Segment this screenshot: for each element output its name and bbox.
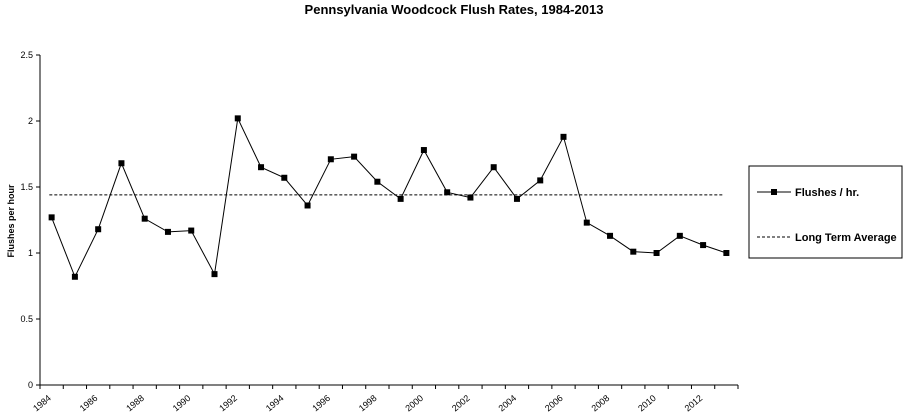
x-tick-label: 2004 (496, 393, 518, 414)
chart-title: Pennsylvania Woodcock Flush Rates, 1984-… (305, 2, 604, 17)
data-point (537, 177, 544, 184)
data-point (397, 195, 404, 202)
data-point (560, 133, 567, 140)
data-point (700, 242, 707, 249)
data-point (304, 202, 311, 209)
x-tick-label: 1984 (31, 393, 53, 414)
y-tick-label: 1 (28, 248, 33, 258)
data-point (351, 153, 358, 160)
data-point (141, 215, 148, 222)
flushes-series-line (51, 116, 727, 279)
x-tick-label: 1990 (171, 393, 193, 414)
x-tick-label: 1994 (264, 393, 286, 414)
legend-label-average: Long Term Average (795, 232, 897, 244)
x-tick-label: 1998 (357, 393, 379, 414)
x-tick-label: 2006 (543, 393, 565, 414)
legend: Flushes / hr. Long Term Average (748, 165, 903, 259)
legend-box (748, 165, 903, 259)
data-point (607, 232, 614, 239)
x-tick-label: 1992 (217, 393, 239, 414)
data-point (374, 178, 381, 185)
x-tick-label: 1996 (310, 393, 332, 414)
data-point (71, 273, 78, 280)
data-point (653, 250, 660, 256)
data-point (258, 164, 265, 171)
x-tick-label: 2012 (683, 393, 705, 414)
legend-label-flushes: Flushes / hr. (795, 187, 859, 199)
data-point (48, 214, 55, 221)
x-tick-label: 2008 (590, 393, 612, 414)
data-point (513, 195, 520, 202)
plot-area: 0 0.5 1 1.5 2 2.5 1984 1986 1988 1990 1992 1994 1996… (20, 50, 739, 414)
data-point (723, 250, 730, 256)
data-point (327, 156, 334, 163)
data-point (164, 228, 171, 235)
data-point (630, 248, 637, 255)
data-point (467, 194, 474, 201)
y-tick-label: 2.5 (20, 50, 33, 60)
y-tick-label: 1.5 (20, 182, 33, 192)
x-tick-label: 2000 (403, 393, 425, 414)
x-tick-label: 2002 (450, 393, 472, 414)
data-point (281, 174, 288, 181)
data-point (211, 271, 218, 278)
y-tick-label: 0.5 (20, 314, 33, 324)
data-point (420, 147, 427, 154)
data-point (234, 115, 241, 122)
legend-marker-flushes (771, 189, 777, 195)
data-point (490, 164, 497, 171)
data-point (188, 227, 195, 234)
data-point (444, 189, 451, 196)
y-tick-label: 2 (28, 116, 33, 126)
x-tick-label: 1988 (124, 393, 146, 414)
data-point (118, 160, 125, 167)
x-tick-label: 2010 (636, 393, 658, 414)
data-point (95, 226, 102, 233)
x-tick-label: 1986 (78, 393, 100, 414)
y-axis-label: Flushes per hour (6, 184, 16, 258)
data-point (583, 219, 590, 226)
y-tick-label: 0 (28, 380, 33, 390)
data-point (676, 232, 683, 239)
